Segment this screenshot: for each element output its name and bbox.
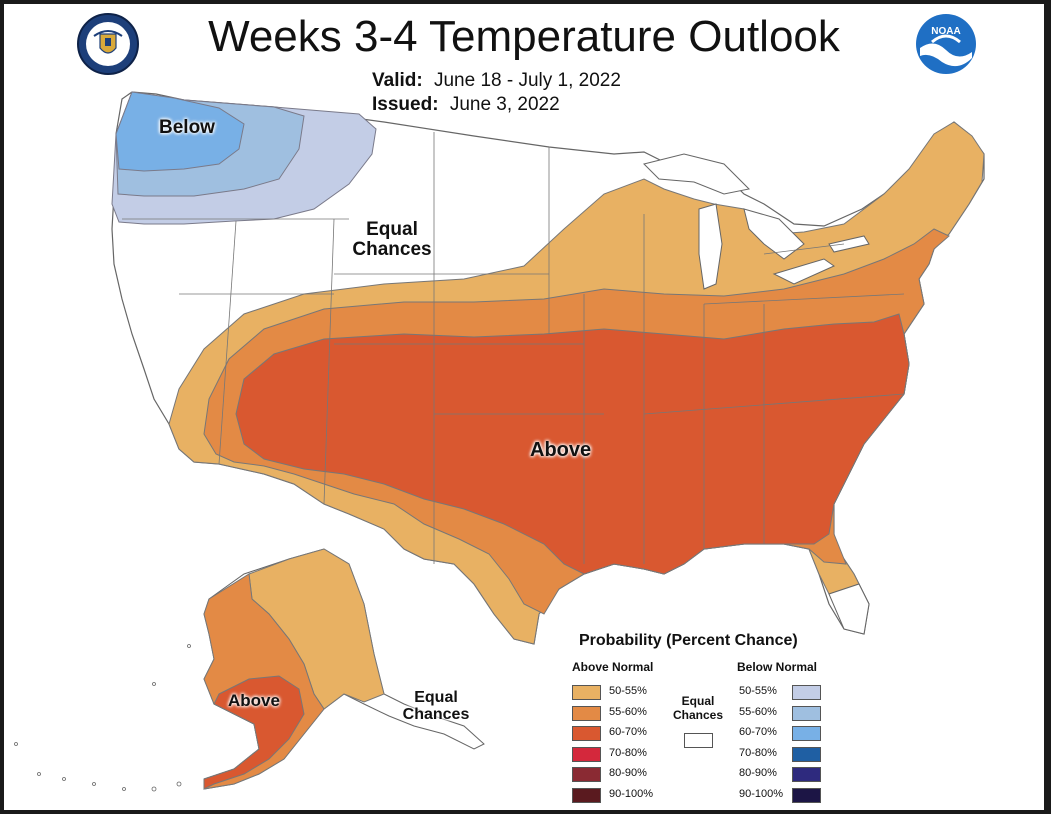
below-60-70-region	[115, 91, 245, 172]
noaa-logo-icon: NOAA	[916, 14, 976, 74]
conus-alaska-map	[14, 91, 985, 792]
legend-above-label: 70-80%	[609, 746, 647, 759]
label-alaska-equal: Equal Chances	[396, 689, 476, 724]
legend-above-swatch	[572, 767, 601, 782]
label-above-alaska: Above	[228, 691, 280, 710]
label-above-conus: Above	[530, 439, 592, 461]
legend-equal-swatch	[684, 733, 713, 748]
legend-above-label: 55-60%	[609, 705, 647, 718]
alaska-60-70-region	[203, 675, 305, 790]
label-alaska-equal-line1: Equal	[414, 689, 458, 706]
state-boundaries	[122, 132, 905, 564]
label-equal-chances: Equal Chances	[344, 220, 440, 260]
legend-above-swatch	[572, 705, 601, 721]
valid-line: Valid: June 18 - July 1, 2022	[372, 70, 621, 92]
valid-label: Valid:	[372, 70, 423, 91]
legend-below-label: 70-80%	[739, 746, 777, 759]
legend-equal-line2: Chances	[672, 708, 724, 723]
legend-above-swatch	[572, 787, 601, 803]
legend-above-swatch	[572, 746, 601, 762]
legend-above-swatch	[572, 685, 601, 700]
legend-below-swatch	[792, 705, 821, 721]
legend-equal-line1: Equal	[681, 694, 715, 708]
lake-ontario	[828, 235, 870, 253]
commerce-seal-icon	[77, 13, 139, 75]
legend-above-label: 50-55%	[609, 685, 647, 697]
valid-value: June 18 - July 1, 2022	[433, 70, 621, 91]
legend-above-swatch	[572, 726, 601, 741]
label-alaska-equal-line2: Chances	[402, 705, 470, 723]
legend-above-label: 80-90%	[609, 767, 647, 779]
legend-below-label: 55-60%	[739, 705, 777, 718]
legend-above-header: Above Normal	[572, 660, 654, 674]
florida-tip-equal	[828, 583, 870, 635]
legend-above-label: 60-70%	[609, 726, 647, 738]
page-title: Weeks 3-4 Temperature Outlook	[208, 12, 840, 61]
legend-below-label: 60-70%	[739, 726, 777, 738]
lake-huron	[743, 208, 805, 260]
legend-below-swatch	[792, 787, 821, 803]
label-equal-line2: Chances	[352, 238, 432, 260]
legend-below-label: 90-100%	[739, 787, 784, 800]
legend-below-swatch	[792, 767, 821, 782]
legend-below-swatch	[792, 685, 821, 700]
legend-below-swatch	[792, 726, 821, 741]
issued-label: Issued:	[372, 94, 439, 115]
lake-superior	[643, 153, 751, 195]
outlook-panel: Weeks 3-4 Temperature Outlook Valid: Jun…	[4, 4, 1044, 810]
legend-below-label: 50-55%	[739, 685, 777, 697]
legend-title: Probability (Percent Chance)	[579, 632, 798, 649]
issued-value: June 3, 2022	[449, 94, 560, 115]
legend-below-label: 80-90%	[739, 767, 777, 779]
lake-erie	[772, 258, 836, 285]
noaa-text: NOAA	[931, 26, 960, 37]
label-equal-line1: Equal	[366, 219, 418, 240]
legend-above-label: 90-100%	[609, 787, 654, 800]
above-60-70-region	[235, 313, 910, 575]
label-below: Below	[159, 117, 215, 138]
lake-michigan	[698, 203, 723, 290]
legend-below-swatch	[792, 746, 821, 762]
legend-below-header: Below Normal	[737, 660, 818, 674]
issued-line: Issued: June 3, 2022	[372, 94, 560, 116]
legend-equal-label: Equal Chances	[669, 694, 727, 723]
aleutian-islands	[14, 644, 191, 792]
